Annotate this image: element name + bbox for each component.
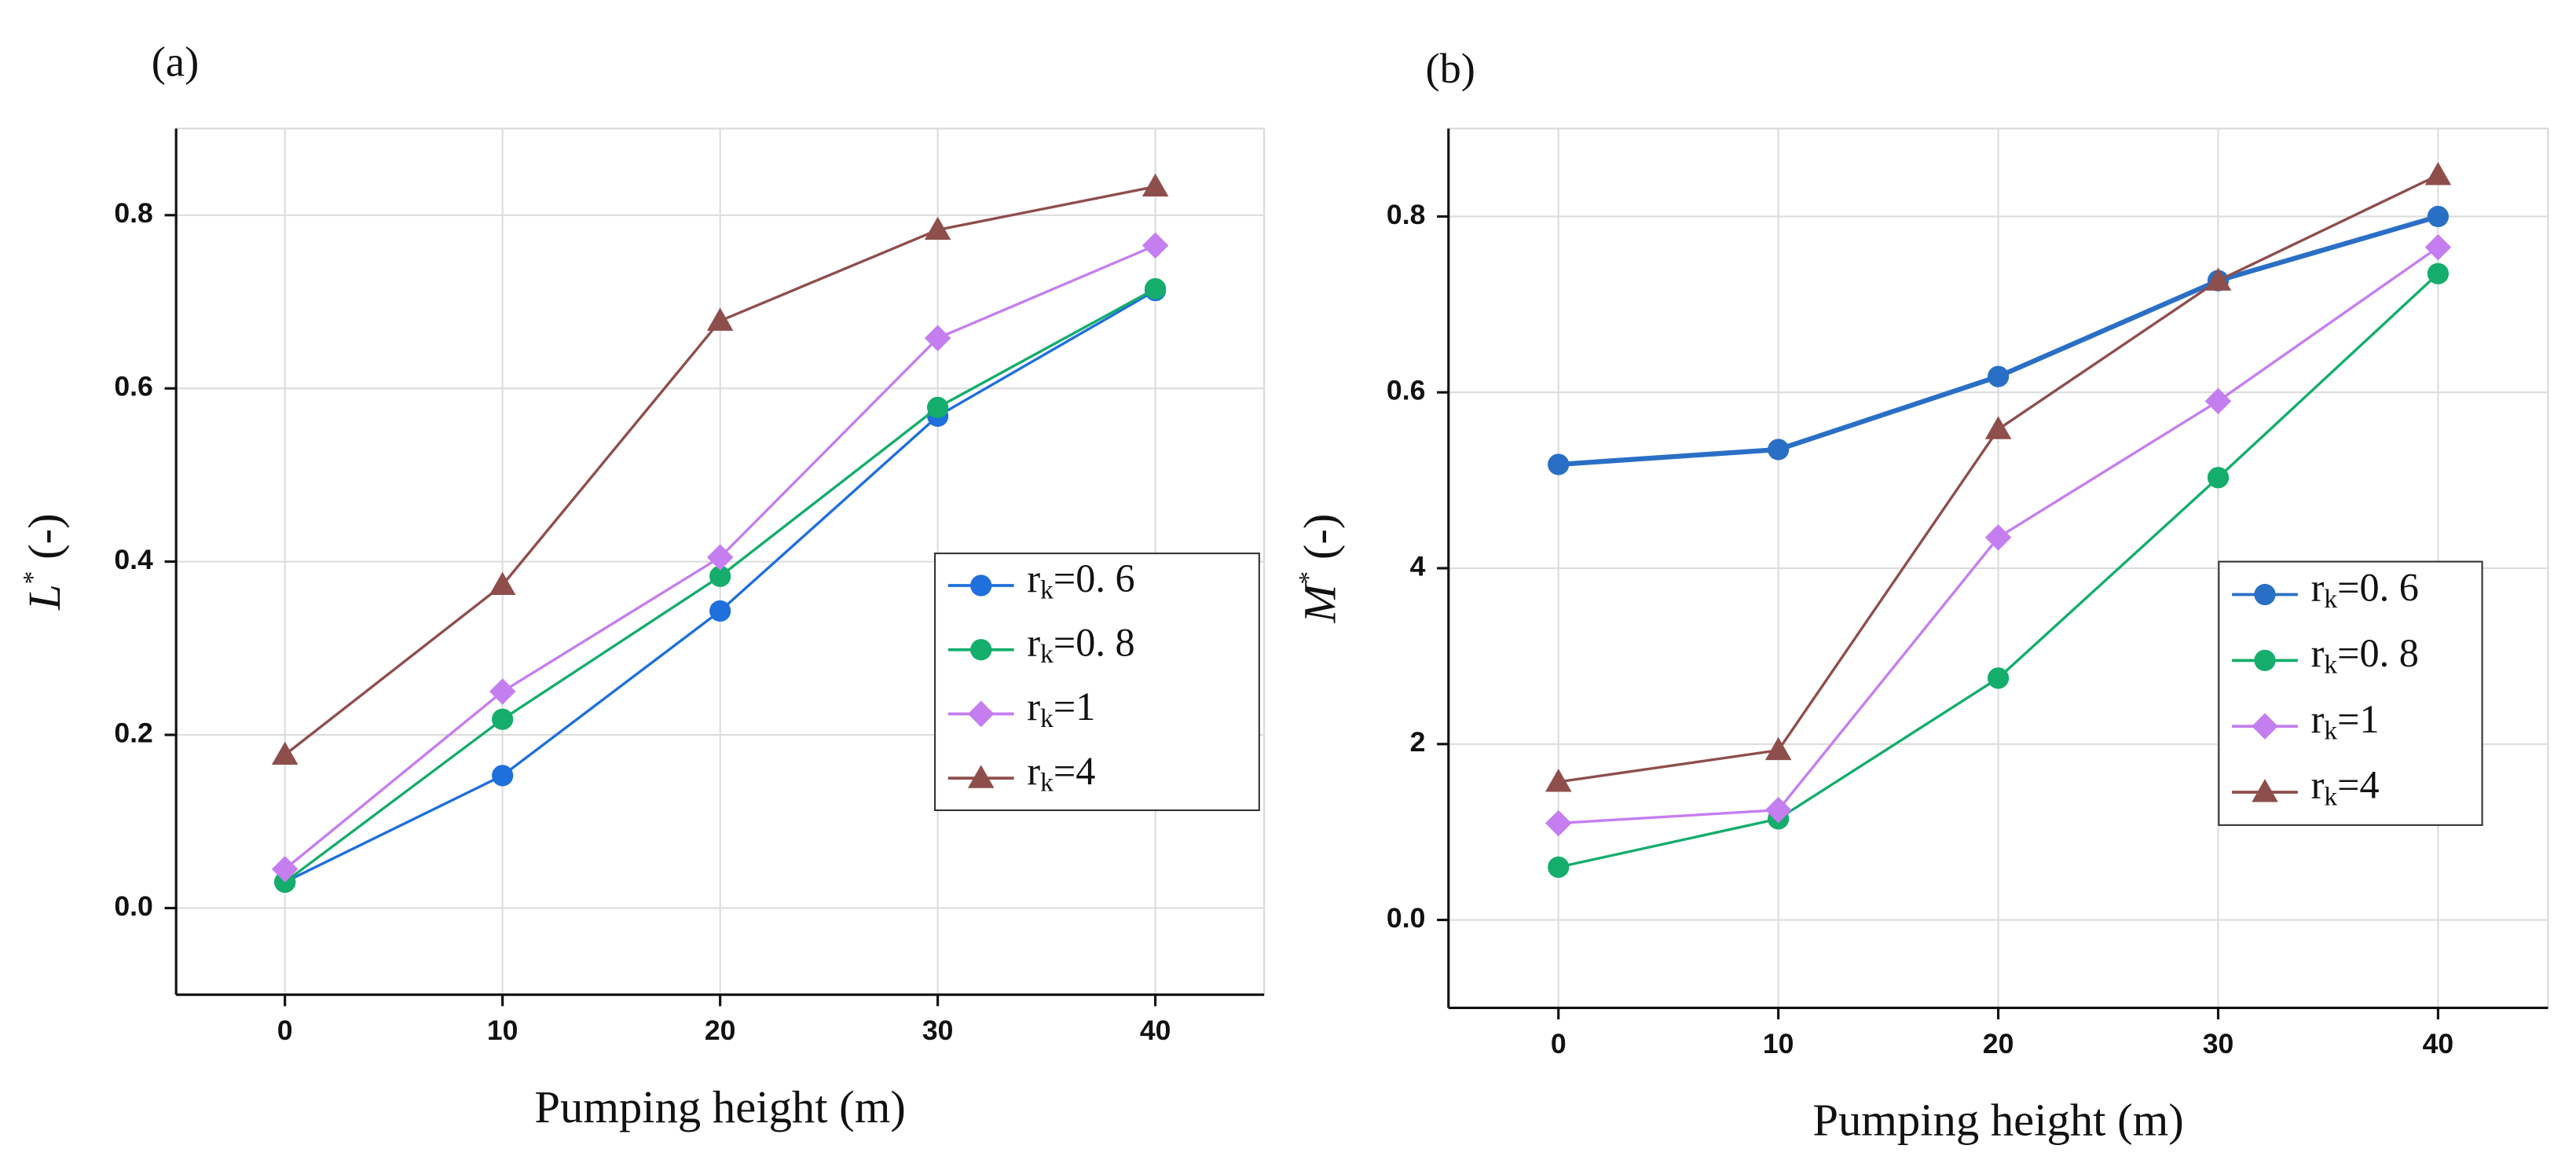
marker — [1768, 439, 1790, 461]
legend-label: rk=4 — [1027, 748, 1095, 797]
marker — [271, 741, 299, 765]
y-tick-label: 0.6 — [1387, 375, 1426, 406]
marker — [2204, 267, 2232, 291]
y-axis-title: M* (-) — [1293, 514, 1346, 624]
marker — [924, 216, 951, 240]
legend-marker — [970, 639, 992, 661]
marker — [2427, 205, 2450, 228]
y-axis-title: L* (-) — [18, 513, 71, 611]
legend-box — [934, 552, 1260, 812]
marker — [706, 307, 734, 331]
legend-label: rk=4 — [2311, 762, 2380, 811]
marker — [706, 544, 734, 571]
y-tick-label: 0.0 — [1387, 902, 1426, 934]
x-tick-label: 10 — [1763, 1028, 1794, 1059]
x-tick-label: 10 — [487, 1015, 518, 1046]
marker — [1141, 232, 1169, 259]
y-tick-label: 0.6 — [114, 371, 153, 402]
marker — [492, 708, 514, 730]
marker — [2427, 262, 2450, 284]
marker — [1141, 173, 1169, 196]
y-tick-label: 2 — [1410, 726, 1426, 758]
marker — [1984, 416, 2012, 439]
marker — [1145, 277, 1167, 300]
x-tick-label: 0 — [277, 1015, 293, 1046]
marker — [709, 565, 731, 587]
marker — [2424, 233, 2452, 261]
marker — [1984, 524, 2012, 551]
marker — [1545, 769, 1572, 792]
x-axis-title: Pumping height (m) — [534, 1081, 906, 1132]
marker — [1987, 365, 2010, 387]
y-tick-label: 0.8 — [1387, 199, 1426, 230]
marker — [1548, 856, 1570, 879]
legend-marker — [967, 700, 995, 728]
marker — [1545, 809, 1572, 837]
panel-label: (a) — [152, 37, 199, 85]
y-tick-label: 0.4 — [114, 544, 153, 575]
x-tick-label: 30 — [2203, 1028, 2234, 1059]
marker — [927, 396, 949, 419]
legend-marker — [967, 765, 995, 788]
legend-label: rk=1 — [1027, 685, 1095, 733]
legend-label: rk=0. 6 — [2311, 565, 2419, 614]
legend-marker — [970, 574, 992, 597]
x-axis-title: Pumping height (m) — [1812, 1095, 2184, 1146]
marker — [1548, 453, 1570, 475]
x-tick-label: 0 — [1551, 1028, 1566, 1059]
x-tick-label: 20 — [1983, 1028, 2014, 1059]
legend-label: rk=0. 8 — [2311, 631, 2419, 680]
marker — [1764, 736, 1792, 761]
x-tick-label: 40 — [2423, 1028, 2454, 1059]
marker — [2424, 162, 2452, 185]
legend-marker — [2252, 713, 2278, 740]
y-tick-label: 0.2 — [114, 717, 153, 748]
x-tick-label: 40 — [1140, 1015, 1171, 1046]
legend-marker — [2254, 649, 2276, 671]
legend-box — [2218, 560, 2483, 826]
marker — [1987, 667, 2010, 689]
x-tick-label: 20 — [705, 1015, 736, 1046]
marker — [1764, 796, 1792, 824]
marker — [489, 571, 516, 595]
y-tick-label: 0.8 — [114, 197, 153, 229]
y-tick-label: 4 — [1410, 550, 1426, 582]
marker — [271, 856, 299, 883]
x-tick-label: 30 — [922, 1015, 954, 1046]
legend-marker — [2252, 779, 2278, 802]
marker — [492, 765, 514, 787]
legend-marker — [2254, 583, 2276, 606]
marker — [709, 600, 731, 622]
y-tick-label: 0.0 — [114, 890, 153, 922]
marker — [2207, 467, 2230, 489]
panel-label: (b) — [1425, 44, 1475, 92]
legend-label: rk=0. 6 — [1027, 556, 1134, 604]
legend-label: rk=0. 8 — [1027, 620, 1134, 669]
legend-label: rk=1 — [2311, 696, 2380, 745]
